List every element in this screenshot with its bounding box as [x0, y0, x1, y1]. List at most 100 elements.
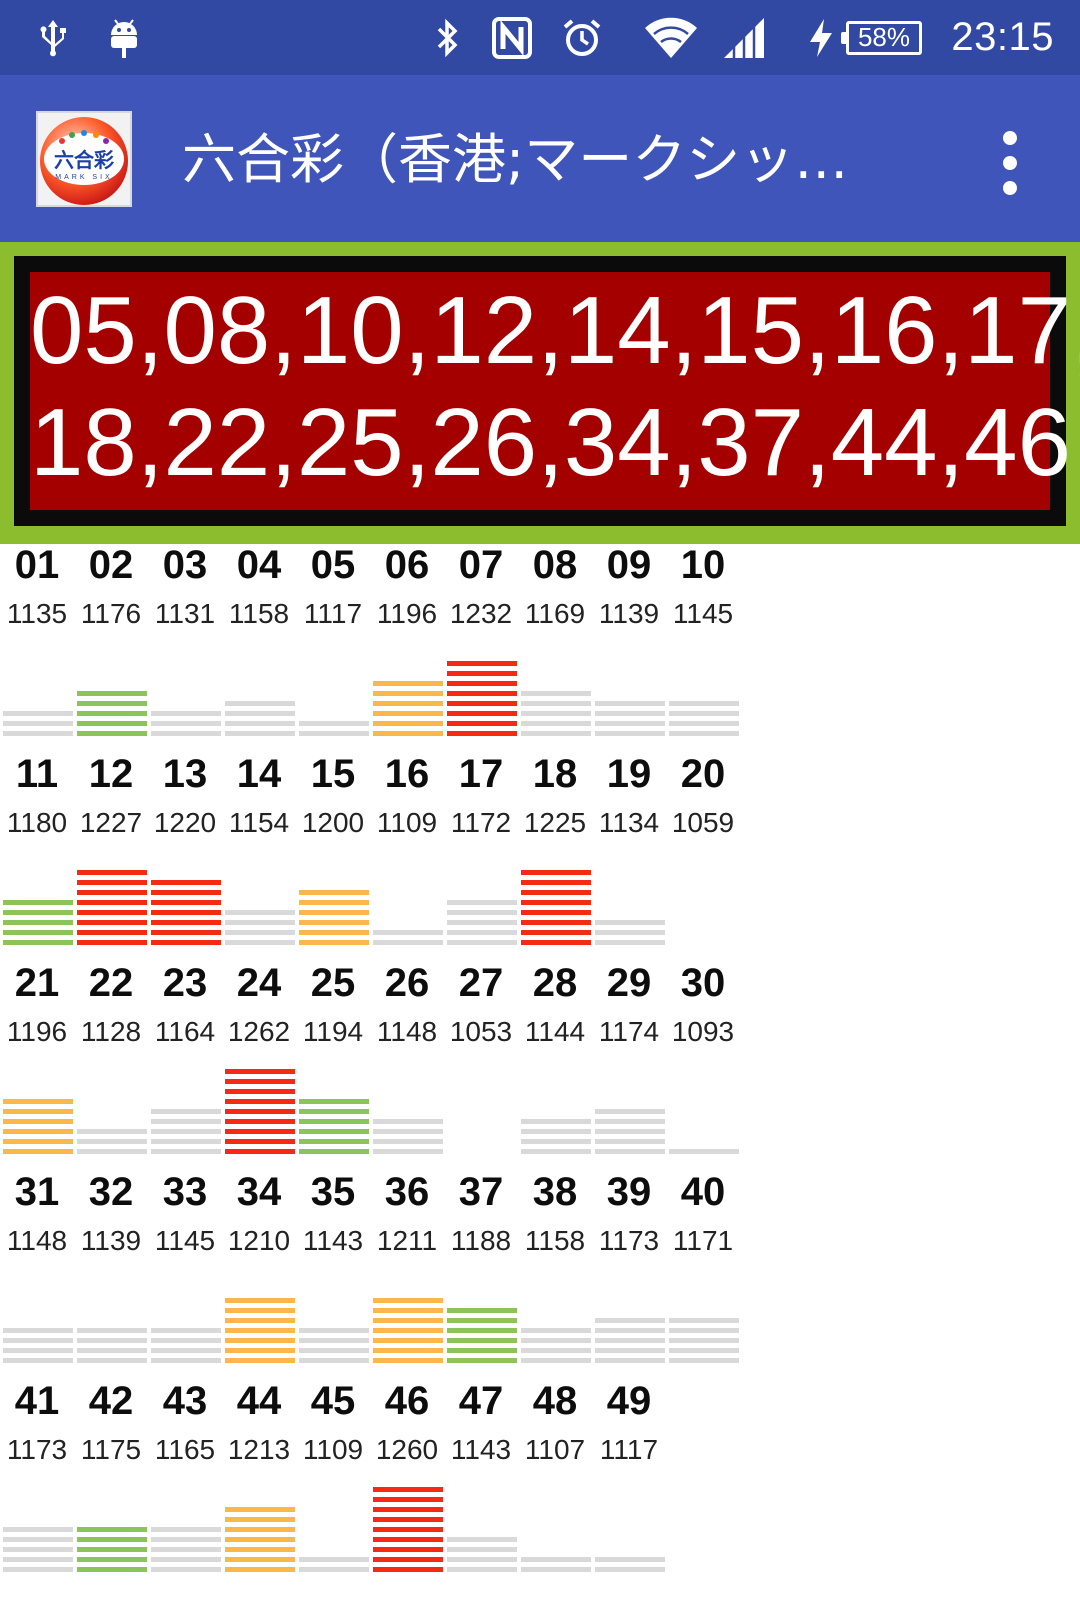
bar-segment	[373, 1318, 443, 1323]
bar-segment	[77, 920, 147, 925]
alarm-icon	[562, 0, 602, 75]
bar-segment	[77, 1567, 147, 1572]
bar-segment	[299, 1348, 369, 1353]
bar-segment	[299, 1119, 369, 1124]
bar-segment	[373, 691, 443, 696]
bar-segment	[299, 1109, 369, 1114]
overflow-menu-icon[interactable]	[990, 131, 1030, 195]
count-label: 1196	[376, 598, 438, 629]
bar-segment	[3, 1129, 73, 1134]
count-label: 1117	[303, 598, 363, 629]
bar-segment	[77, 701, 147, 706]
count-label: 1135	[6, 598, 68, 629]
bar-segment	[299, 1139, 369, 1144]
bar-segment	[77, 880, 147, 885]
bar-segment	[77, 910, 147, 915]
count-label: 1143	[302, 1225, 364, 1256]
number-stat-20: 20 1059	[666, 751, 740, 960]
number-label: 13	[162, 752, 208, 796]
bar-segment	[225, 1149, 295, 1154]
bar-segment	[77, 1358, 147, 1363]
number-stat-35: 35 1143	[296, 1169, 370, 1378]
bar-segment	[225, 1527, 295, 1532]
bar-segment	[225, 1557, 295, 1562]
bar-segment	[669, 731, 739, 736]
battery-percentage: 58%	[841, 20, 922, 55]
bar-segment	[521, 890, 591, 895]
bar-segment	[373, 1487, 443, 1492]
bar-segment	[3, 1139, 73, 1144]
bar-segment	[225, 1567, 295, 1572]
bar-segment	[225, 1318, 295, 1323]
number-label: 24	[236, 961, 282, 1005]
wifi-icon	[644, 0, 698, 75]
number-stat-34: 34 1210	[222, 1169, 296, 1378]
bar-segment	[77, 1139, 147, 1144]
bar-segment	[77, 1129, 147, 1134]
bar-segment	[447, 1537, 517, 1542]
number-label: 27	[458, 961, 504, 1005]
number-stat-21: 21 1196	[0, 960, 74, 1169]
bar-segment	[151, 1149, 221, 1154]
bar-segment	[447, 721, 517, 726]
bar-segment	[225, 1308, 295, 1313]
bar-segment	[225, 1537, 295, 1542]
bar-segment	[299, 1328, 369, 1333]
bar-segment	[299, 920, 369, 925]
number-label: 08	[532, 543, 578, 587]
app-bar: 六合彩 MARK SIX 六合彩（香港;マークシッ…	[0, 75, 1080, 242]
bar-segment	[373, 930, 443, 935]
bar-segment	[595, 1129, 665, 1134]
bar-segment	[225, 1109, 295, 1114]
bar-segment	[447, 900, 517, 905]
bar-segment	[521, 880, 591, 885]
number-stat-24: 24 1262	[222, 960, 296, 1169]
number-stat-16: 16 1109	[370, 751, 444, 960]
number-label: 34	[236, 1170, 282, 1214]
bar-segment	[299, 930, 369, 935]
bar-segment	[447, 910, 517, 915]
count-label: 1145	[672, 598, 734, 629]
count-label: 1220	[153, 807, 217, 838]
bar-segment	[77, 1348, 147, 1353]
number-stat-27: 27 1053	[444, 960, 518, 1169]
number-stat-39: 39 1173	[592, 1169, 666, 1378]
bar-segment	[151, 1109, 221, 1114]
bar-segment	[447, 1567, 517, 1572]
number-label: 41	[14, 1379, 60, 1423]
bar-segment	[225, 1099, 295, 1104]
mark-six-logo-icon[interactable]: 六合彩 MARK SIX	[36, 111, 132, 207]
bar-segment	[595, 1348, 665, 1353]
bar-segment	[373, 1557, 443, 1562]
bar-segment	[447, 711, 517, 716]
bar-segment	[77, 721, 147, 726]
number-label: 40	[680, 1170, 726, 1214]
svg-text:六合彩: 六合彩	[54, 148, 114, 172]
bar-segment	[521, 1557, 591, 1562]
bar-segment	[521, 1348, 591, 1353]
bar-segment	[151, 1557, 221, 1562]
bar-segment	[3, 1537, 73, 1542]
number-stat-10: 10 1145	[666, 542, 740, 751]
number-label: 22	[88, 961, 134, 1005]
count-label: 1176	[80, 598, 142, 629]
app-title: 六合彩（香港;マークシッ…	[182, 128, 849, 191]
bar-segment	[225, 1069, 295, 1074]
bar-segment	[447, 681, 517, 686]
bar-segment	[3, 1099, 73, 1104]
count-label: 1059	[671, 807, 735, 838]
bar-segment	[225, 1079, 295, 1084]
bar-segment	[373, 1348, 443, 1353]
number-label: 28	[532, 961, 578, 1005]
bar-segment	[595, 920, 665, 925]
bar-segment	[77, 940, 147, 945]
count-label: 1117	[599, 1434, 659, 1465]
bar-segment	[3, 1119, 73, 1124]
bar-segment	[3, 1149, 73, 1154]
nfc-icon	[492, 0, 532, 75]
bar-segment	[373, 1497, 443, 1502]
bar-segment	[225, 1298, 295, 1303]
count-label: 1213	[227, 1434, 291, 1465]
number-stat-19: 19 1134	[592, 751, 666, 960]
number-label: 14	[236, 752, 282, 796]
